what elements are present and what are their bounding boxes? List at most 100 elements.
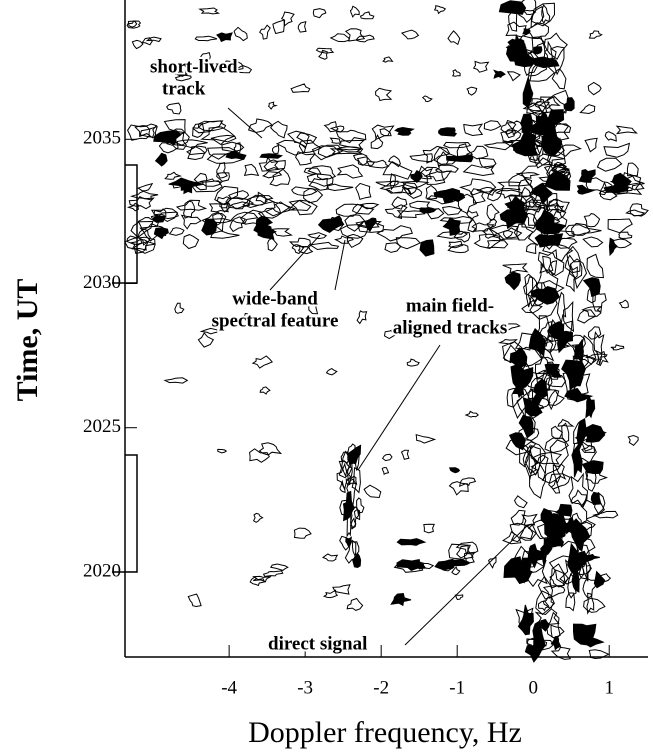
contour xyxy=(379,128,391,137)
contour xyxy=(518,442,529,468)
contour xyxy=(127,20,138,28)
leader-line xyxy=(404,524,529,646)
contour xyxy=(455,541,479,555)
contour xyxy=(510,509,526,526)
contour xyxy=(567,542,589,574)
contour xyxy=(467,218,477,233)
contour xyxy=(543,40,557,66)
contour xyxy=(522,444,539,480)
contour xyxy=(595,350,609,367)
contour xyxy=(579,104,596,115)
contour xyxy=(578,518,596,532)
contour xyxy=(307,165,337,181)
contour xyxy=(585,468,597,492)
contour xyxy=(576,353,597,375)
contour xyxy=(197,332,215,348)
contour xyxy=(569,372,591,396)
contour xyxy=(352,552,362,569)
contour xyxy=(517,195,527,215)
contour xyxy=(538,321,554,343)
contour xyxy=(186,145,208,156)
contour xyxy=(520,157,553,190)
contour xyxy=(336,462,352,491)
contour xyxy=(174,74,192,82)
contour xyxy=(263,159,286,171)
contour xyxy=(163,377,189,384)
contour xyxy=(355,220,382,229)
contour xyxy=(447,30,461,46)
contour xyxy=(503,323,521,332)
contour xyxy=(426,208,445,220)
contour xyxy=(339,479,346,494)
contour xyxy=(130,220,154,238)
contour xyxy=(221,141,245,153)
contour xyxy=(409,200,431,210)
contour xyxy=(549,569,566,588)
contour xyxy=(534,608,560,625)
annotation: main field- xyxy=(406,295,494,316)
contour xyxy=(551,68,567,90)
contour xyxy=(565,592,576,612)
contour xyxy=(537,248,565,277)
contour xyxy=(345,536,352,548)
contour xyxy=(133,240,149,254)
contour xyxy=(598,573,612,583)
contour xyxy=(290,83,311,93)
contour xyxy=(400,180,430,189)
y-tick-label: 2020 xyxy=(83,560,121,581)
contour xyxy=(625,209,646,217)
contour xyxy=(390,592,412,607)
contour xyxy=(582,277,601,297)
contour xyxy=(257,207,282,219)
contour xyxy=(544,437,570,454)
contour xyxy=(253,223,277,240)
contour xyxy=(199,178,223,187)
contour xyxy=(564,254,583,280)
contour xyxy=(425,184,439,200)
contour xyxy=(421,95,433,103)
contour xyxy=(409,153,433,163)
x-tick-label: -3 xyxy=(297,677,313,698)
contour xyxy=(441,205,463,216)
contour xyxy=(396,209,426,219)
contour-texture xyxy=(124,0,649,663)
contour xyxy=(280,11,295,27)
contour xyxy=(546,109,565,128)
contour xyxy=(498,0,527,15)
contour xyxy=(216,196,232,209)
contour xyxy=(124,236,156,254)
contour xyxy=(382,160,413,180)
contour xyxy=(168,177,204,191)
contour xyxy=(383,327,398,340)
contour xyxy=(495,189,524,199)
contour xyxy=(530,402,545,410)
contour xyxy=(248,194,268,206)
contour xyxy=(201,218,218,236)
contour xyxy=(416,561,435,570)
contour xyxy=(192,120,224,134)
contour xyxy=(339,535,351,551)
contour xyxy=(231,321,244,328)
contour xyxy=(252,512,264,523)
contour xyxy=(126,20,142,29)
contour xyxy=(542,237,574,262)
contour xyxy=(346,233,364,249)
contour xyxy=(406,358,420,367)
contour xyxy=(524,36,546,63)
contour xyxy=(153,227,169,240)
contour xyxy=(334,235,355,244)
contour xyxy=(210,134,237,143)
contour xyxy=(210,230,240,239)
contour xyxy=(183,200,196,219)
contour xyxy=(483,120,502,131)
contour xyxy=(436,230,469,239)
contour xyxy=(592,510,619,519)
contour xyxy=(603,142,631,158)
contour xyxy=(298,139,322,154)
contour xyxy=(293,527,312,539)
contour xyxy=(562,365,581,401)
y-tick-label: 2025 xyxy=(83,416,121,437)
annotation: spectral feature xyxy=(212,310,339,331)
x-tick-label: 0 xyxy=(528,677,538,698)
